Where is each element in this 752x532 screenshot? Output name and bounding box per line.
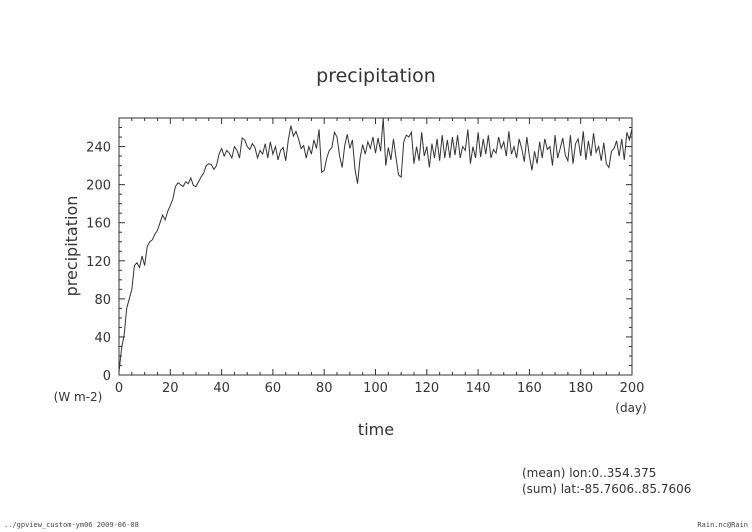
x-axis: 0 20 40 60 80 100 120 140 160 180 200 xyxy=(115,118,645,396)
x-axis-title: time xyxy=(358,420,394,439)
info-sum-lat: (sum) lat:-85.7606..85.7606 xyxy=(522,482,691,496)
source-caption: ../gpview_custom-ym06 2009-06-08 xyxy=(4,521,139,529)
x-tick-label: 200 xyxy=(620,381,645,396)
x-tick-label: 0 xyxy=(115,381,123,396)
y-axis-title: precipitation xyxy=(62,196,81,297)
variable-caption: Rain.nc@Rain xyxy=(697,521,748,529)
y-axis-unit: (W m-2) xyxy=(54,390,103,404)
y-tick-label: 80 xyxy=(94,293,111,308)
y-axis: 0 40 80 120 160 200 240 xyxy=(86,117,632,384)
y-tick-label: 40 xyxy=(94,331,111,346)
x-tick-label: 20 xyxy=(162,381,179,396)
x-tick-label: 40 xyxy=(213,381,230,396)
x-tick-label: 120 xyxy=(414,381,439,396)
plot-frame xyxy=(118,117,633,376)
y-tick-label: 240 xyxy=(86,141,111,156)
y-tick-label: 120 xyxy=(86,255,111,270)
y-tick-label: 0 xyxy=(103,369,111,384)
x-tick-label: 100 xyxy=(363,381,388,396)
x-tick-label: 80 xyxy=(316,381,333,396)
x-axis-unit: (day) xyxy=(615,401,646,415)
x-tick-label: 160 xyxy=(517,381,542,396)
chart-title: precipitation xyxy=(316,65,436,87)
x-tick-label: 140 xyxy=(466,381,491,396)
y-tick-label: 160 xyxy=(86,217,111,232)
x-tick-label: 60 xyxy=(265,381,282,396)
series-line xyxy=(118,117,633,373)
info-mean-lon: (mean) lon:0..354.375 xyxy=(522,466,656,480)
x-tick-label: 180 xyxy=(568,381,593,396)
plot-area: 0 20 40 60 80 100 120 140 160 180 200 0 40 80 120 160 2… xyxy=(86,117,645,396)
y-tick-label: 200 xyxy=(86,179,111,194)
